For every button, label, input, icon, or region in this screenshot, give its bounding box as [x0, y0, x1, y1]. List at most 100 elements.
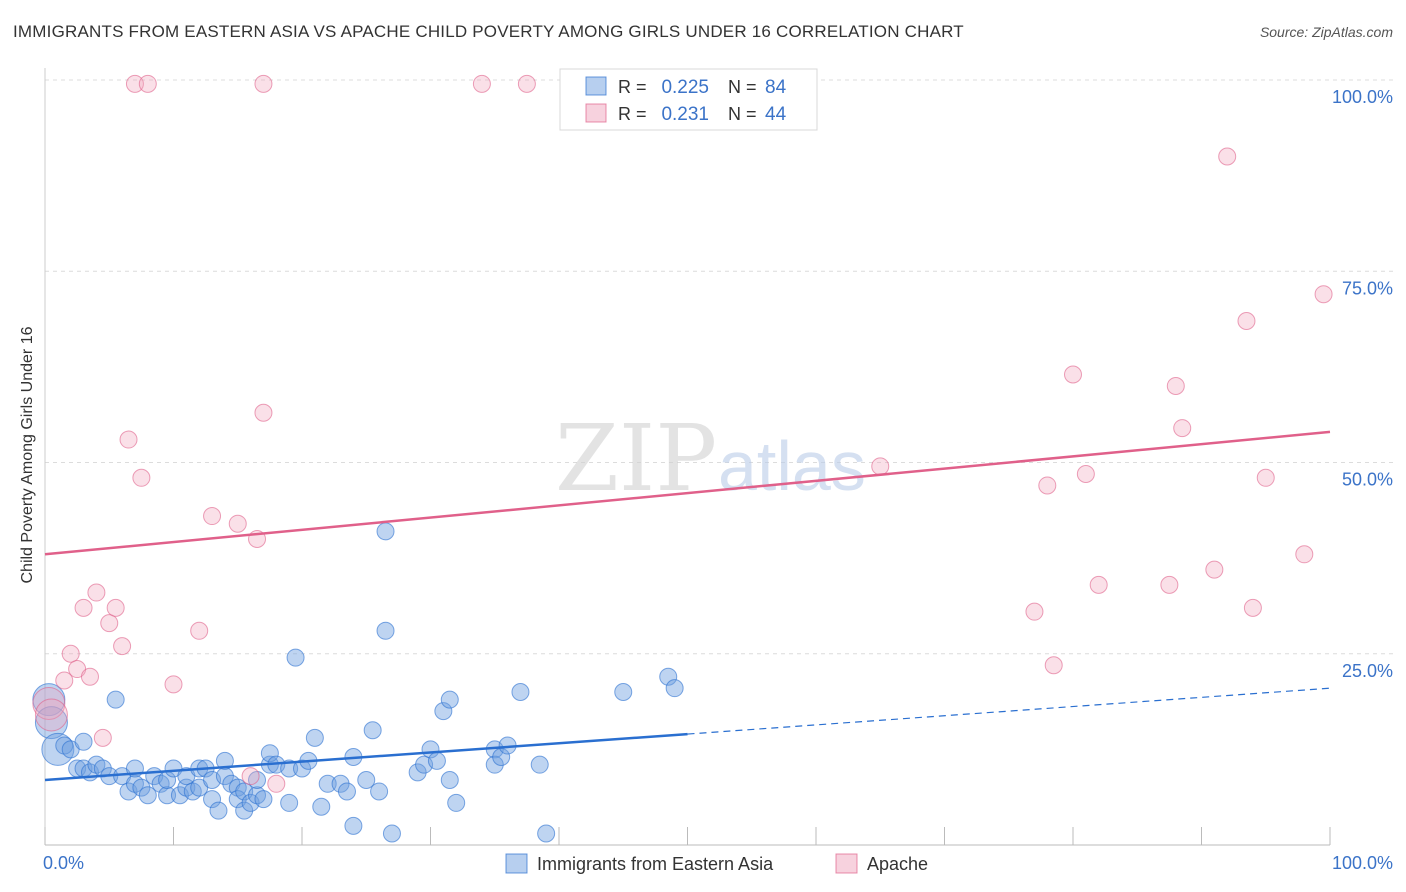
eastern-asia-point	[485, 755, 504, 774]
apache-point	[138, 74, 157, 93]
apache-point	[254, 74, 273, 93]
apache-swatch	[585, 103, 607, 123]
eastern-asia-point	[382, 824, 401, 843]
apache-point	[1025, 602, 1044, 621]
apache-point	[1295, 545, 1314, 564]
apache-point	[1166, 377, 1185, 395]
apache-point	[228, 514, 247, 533]
eastern-asia-point	[447, 793, 466, 812]
apache-point	[113, 637, 132, 656]
r-value: 0.231	[661, 104, 709, 125]
apache-point	[871, 457, 890, 476]
apache-point	[517, 74, 536, 93]
eastern-asia-point	[132, 778, 151, 797]
eastern-asia-point	[530, 755, 549, 774]
y-tick-label: 50.0%	[1342, 470, 1393, 490]
eastern-asia-point	[376, 522, 395, 541]
apache-point	[87, 583, 106, 602]
eastern-asia-point	[138, 786, 157, 805]
eastern-asia-point	[434, 702, 453, 721]
eastern-asia-point	[260, 744, 279, 763]
y-tick-label: 75.0%	[1342, 278, 1393, 298]
legend-label-eastern-asia: Immigrants from Eastern Asia	[537, 854, 774, 874]
legend-label-apache: Apache	[867, 854, 928, 874]
apache-point	[32, 686, 66, 720]
eastern-asia-point	[537, 824, 556, 843]
apache-point	[1160, 575, 1179, 594]
eastern-asia-point	[305, 728, 324, 747]
apache-point	[1076, 464, 1095, 483]
eastern-asia-point	[665, 679, 684, 698]
chart-title: IMMIGRANTS FROM EASTERN ASIA VS APACHE C…	[13, 22, 964, 41]
n-value: 44	[765, 104, 787, 125]
eastern-asia-point	[158, 786, 177, 805]
eastern-asia-point	[440, 690, 459, 709]
n-label: N =	[728, 77, 757, 97]
eastern-asia-point	[209, 801, 228, 820]
eastern-asia-point	[370, 782, 389, 801]
eastern-asia-point	[235, 801, 254, 820]
apache-point	[119, 430, 138, 449]
eastern-asia-point	[34, 706, 68, 740]
eastern-asia-point	[363, 721, 382, 740]
apache-point	[190, 621, 209, 640]
apache-point	[55, 671, 74, 690]
apache-point	[80, 667, 99, 686]
watermark-atlas: atlas	[718, 427, 866, 505]
y-tick-label: 100.0%	[1332, 87, 1393, 107]
x-tick-label: 0.0%	[43, 853, 84, 873]
r-value: 0.225	[661, 77, 709, 98]
eastern-asia-swatch	[585, 76, 607, 96]
legend-swatch-apache	[835, 853, 858, 874]
apache-point	[74, 598, 93, 617]
eastern-asia-point	[41, 732, 75, 766]
apache-point	[100, 614, 119, 633]
apache-point	[132, 468, 151, 487]
eastern-asia-trend-extension	[687, 687, 1331, 735]
eastern-asia-point	[280, 793, 299, 812]
y-tick-label: 25.0%	[1342, 661, 1393, 681]
apache-point	[34, 698, 68, 732]
eastern-asia-point	[440, 770, 459, 789]
r-label: R =	[618, 77, 647, 97]
apache-point	[267, 774, 286, 793]
apache-point	[1243, 598, 1262, 617]
apache-point	[1218, 147, 1237, 166]
eastern-asia-point	[203, 790, 222, 809]
eastern-asia-trend-line	[44, 732, 688, 782]
apache-point	[203, 507, 222, 526]
apache-point	[254, 403, 273, 422]
n-value: 84	[765, 77, 787, 98]
apache-point	[1237, 311, 1256, 330]
eastern-asia-point	[74, 732, 93, 751]
eastern-asia-point	[614, 683, 633, 701]
apache-point	[61, 644, 80, 663]
eastern-asia-point	[408, 763, 427, 782]
apache-point	[241, 767, 260, 786]
eastern-asia-point	[312, 797, 331, 816]
series-legend: Immigrants from Eastern Asia Apache	[505, 853, 928, 874]
eastern-asia-point	[286, 648, 305, 667]
apache-point	[1314, 285, 1333, 304]
eastern-asia-point	[106, 690, 125, 709]
apache-point	[1038, 476, 1057, 495]
apache-trend-line	[44, 430, 1331, 556]
eastern-asia-point	[376, 621, 395, 640]
apache-point	[1256, 468, 1275, 487]
eastern-asia-point	[254, 790, 273, 809]
apache-point	[1205, 560, 1224, 579]
watermark-zip: ZIP	[555, 405, 717, 512]
eastern-asia-point	[357, 770, 376, 789]
eastern-asia-point	[511, 683, 530, 701]
apache-point	[106, 598, 125, 617]
apache-point	[1173, 419, 1192, 438]
eastern-asia-point	[293, 759, 311, 778]
eastern-asia-point	[427, 751, 446, 770]
eastern-asia-point	[331, 774, 350, 793]
eastern-asia-point	[344, 816, 363, 835]
eastern-asia-point	[337, 782, 356, 801]
apache-point	[1044, 656, 1063, 675]
apache-point	[472, 74, 491, 93]
apache-point	[125, 74, 144, 93]
